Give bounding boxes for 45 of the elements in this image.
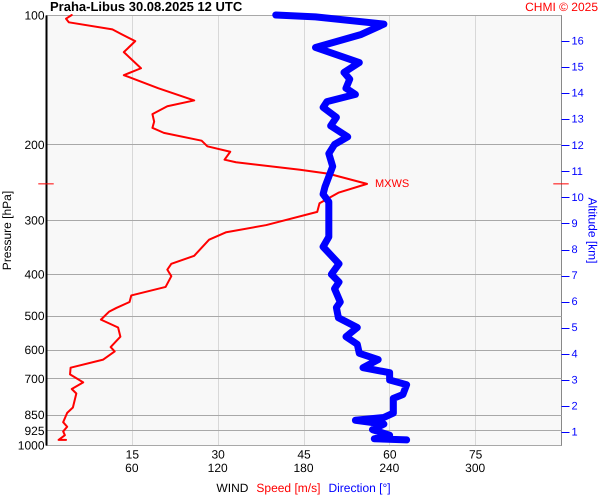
y-tick-label: 300 [24,214,45,228]
x2-tick-label: 240 [379,461,400,475]
y2-tick-label: 6 [572,296,578,308]
x-tick-label: 45 [297,448,311,462]
y-tick-label: 100 [24,8,45,22]
y2-tick-label: 4 [572,348,578,360]
y-tick-label: 400 [24,267,45,282]
y2-tick-label: 3 [572,374,578,386]
y2-tick-label: 16 [572,36,584,48]
text: CHMI © 2025 [525,0,598,14]
x-tick-label: 75 [468,448,483,462]
x-tick-label: 15 [126,448,140,462]
x-axis-title: WIND [216,481,248,495]
y2-tick-label: 2 [572,400,578,412]
y2-tick-label: 14 [572,88,584,100]
y-tick-label: 700 [24,372,45,386]
y2-tick-label: 15 [572,62,584,74]
y-tick-label: 600 [24,343,45,358]
y-tick-label: 850 [24,408,45,422]
y-tick-label: 500 [24,309,45,324]
y2-tick-label: 12 [572,140,584,152]
x-tick-label: 30 [211,448,226,462]
y-axis-title: Pressure [hPa] [0,190,14,270]
y-tick-label: 200 [24,138,45,152]
y2-tick-label: 13 [572,114,584,126]
y2-tick-label: 7 [572,270,578,282]
x2-tick-label: 300 [465,461,486,475]
y2-tick-label: 10 [572,192,584,204]
x2-tick-label: 180 [293,461,314,475]
y2-axis-title: Altitude [km] [586,197,600,264]
annotation: MXWS [375,178,410,190]
text: Direction [°] [328,481,391,495]
y2-tick-label: 8 [572,244,578,256]
y2-tick-label: 5 [572,322,578,334]
line-series [58,14,368,441]
chart-title: Praha-Libus 30.08.2025 12 UTC [50,0,243,14]
y2-tick-label: 1 [572,426,578,438]
x2-tick-label: 60 [125,461,139,475]
x2-tick-label: 120 [208,461,228,475]
y-tick-label: 1000 [18,438,45,452]
x-tick-label: 60 [383,448,397,462]
y-tick-label: 925 [24,424,45,438]
text: Speed [m/s] [256,481,320,495]
y2-tick-label: 9 [572,218,578,230]
y2-tick-label: 11 [572,166,583,178]
